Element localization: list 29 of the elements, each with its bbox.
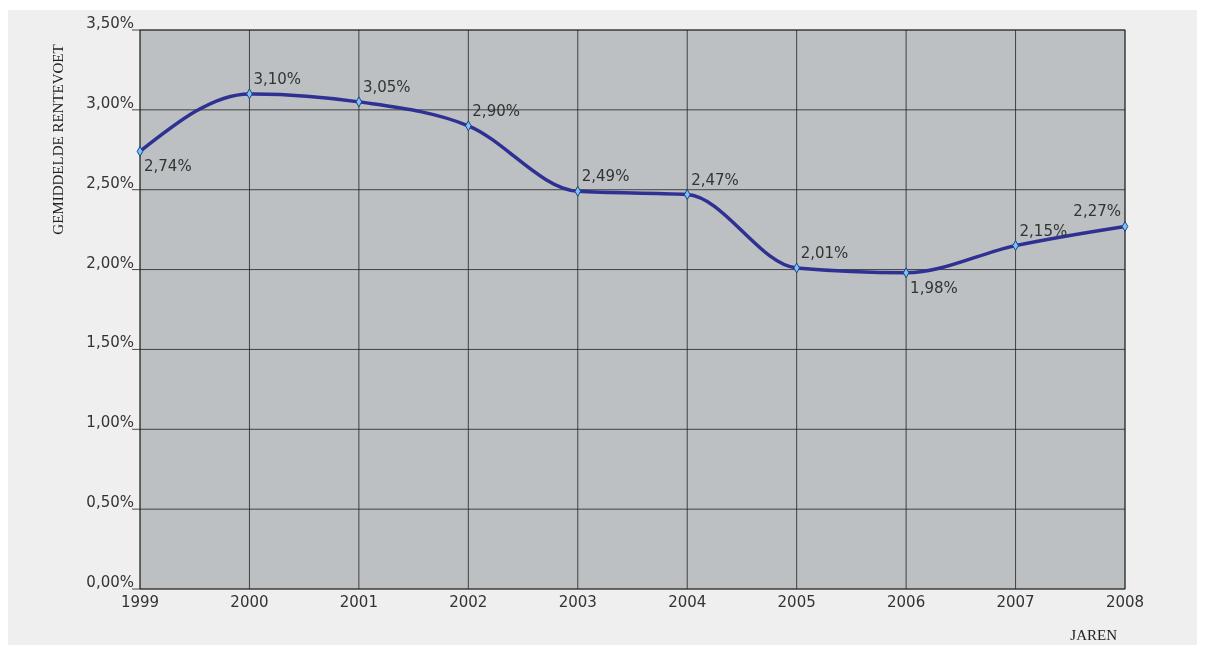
x-tick-label: 2007 xyxy=(996,593,1035,611)
data-label: 3,05% xyxy=(362,77,411,96)
y-tick-label: 2,00% xyxy=(86,253,134,272)
x-tick-label: 2008 xyxy=(1105,593,1145,611)
x-tick-label: 2006 xyxy=(887,593,926,611)
y-axis-title: GEMIDDELDE RENTEVOET xyxy=(50,44,66,235)
y-tick-label: 1,00% xyxy=(86,413,134,432)
x-axis-title: JAREN xyxy=(1070,627,1118,643)
x-tick-label: 1999 xyxy=(120,593,160,611)
x-tick-label: 2004 xyxy=(668,593,707,611)
x-tick-label: 2000 xyxy=(230,593,269,611)
y-tick-label: 0,00% xyxy=(86,573,134,591)
x-tick-label: 2002 xyxy=(449,593,488,611)
y-tick-label: 2,50% xyxy=(86,173,134,192)
data-label: 1,98% xyxy=(910,278,958,297)
x-tick-label: 2001 xyxy=(339,593,378,611)
y-tick-label: 3,00% xyxy=(86,93,134,112)
x-tick-label: 2003 xyxy=(558,593,597,611)
data-label: 2,49% xyxy=(581,167,630,186)
data-label: 2,27% xyxy=(1073,202,1121,221)
data-label: 2,15% xyxy=(1019,221,1068,240)
data-label: 2,74% xyxy=(144,157,192,176)
y-tick-label: 3,50% xyxy=(86,14,134,32)
data-label: 3,10% xyxy=(253,69,302,88)
y-tick-label: 1,50% xyxy=(86,333,134,352)
data-label: 2,01% xyxy=(800,243,849,262)
y-tick-label: 0,50% xyxy=(86,493,134,512)
data-label: 2,47% xyxy=(691,170,739,189)
x-tick-label: 2005 xyxy=(777,593,816,611)
